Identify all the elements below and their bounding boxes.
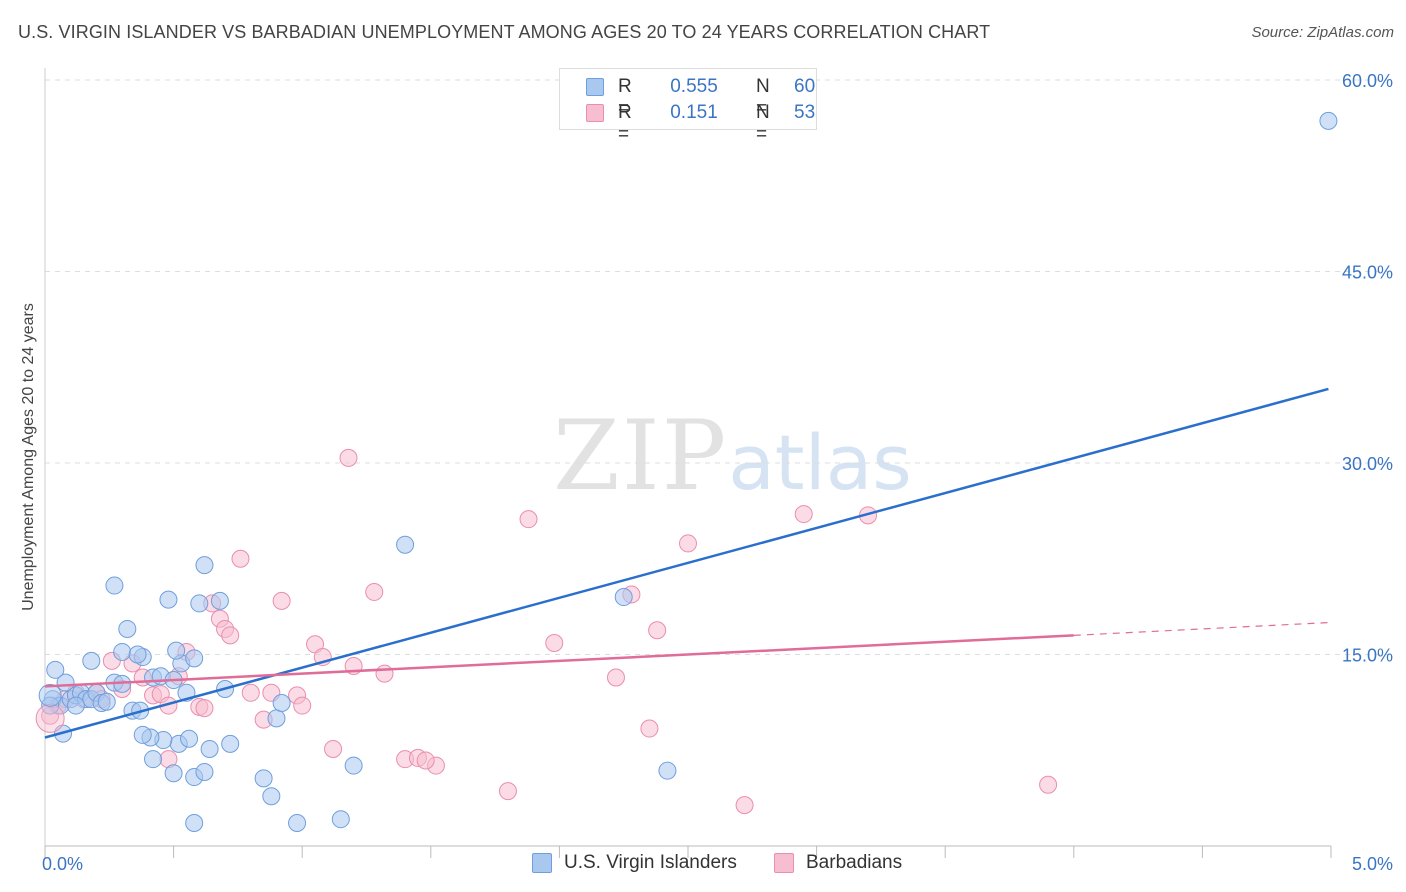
data-point-virgin-islanders	[1319, 111, 1338, 130]
trend-line-barbadians	[44, 634, 1074, 688]
data-point-virgin-islanders	[331, 810, 350, 829]
data-point-barbadians	[648, 621, 667, 640]
data-point-virgin-islanders	[658, 761, 677, 780]
trend-line-virgin-islanders	[44, 387, 1329, 739]
data-point-barbadians	[679, 534, 697, 553]
data-point-barbadians	[35, 703, 65, 733]
data-point-barbadians	[324, 739, 343, 758]
chart-title: U.S. VIRGIN ISLANDER VS BARBADIAN UNEMPL…	[18, 22, 991, 42]
data-point-virgin-islanders	[288, 814, 307, 833]
data-point-virgin-islanders	[159, 590, 178, 609]
y-tick-label: 15.0%	[1342, 646, 1393, 666]
data-point-barbadians	[545, 634, 564, 653]
legend-n-label: N =	[756, 76, 770, 119]
data-point-barbadians	[272, 591, 291, 610]
correlation-legend: R = 0.555 N = 60 R = 0.151 N = 53	[559, 68, 817, 145]
data-point-barbadians	[365, 582, 384, 601]
y-tick-label: 30.0%	[1342, 454, 1393, 474]
x-tick-label: 5.0%	[1352, 854, 1393, 874]
legend-label: U.S. Virgin Islanders	[564, 852, 737, 873]
legend-r-label: R =	[618, 102, 632, 145]
data-point-virgin-islanders	[46, 660, 65, 679]
data-point-barbadians	[231, 549, 250, 568]
legend-n-value: 53	[794, 102, 816, 123]
data-point-barbadians	[640, 719, 659, 738]
data-point-virgin-islanders	[185, 814, 204, 833]
data-point-virgin-islanders	[200, 739, 219, 758]
y-axis-label: Unemployment Among Ages 20 to 24 years	[20, 303, 37, 611]
data-point-virgin-islanders	[272, 694, 291, 713]
legend-r-label: R =	[618, 76, 632, 119]
legend-swatch-pink	[774, 853, 794, 873]
data-point-virgin-islanders	[105, 576, 124, 595]
watermark-zip: ZIP	[553, 400, 729, 512]
data-point-virgin-islanders	[180, 729, 199, 748]
data-point-virgin-islanders	[185, 649, 204, 668]
data-point-barbadians	[221, 626, 240, 645]
data-point-virgin-islanders	[262, 787, 281, 806]
data-point-barbadians	[606, 668, 625, 687]
legend-swatch-pink	[586, 104, 604, 122]
trend-line-barbadians-extension	[1073, 621, 1329, 636]
data-point-barbadians	[293, 696, 312, 715]
data-point-virgin-islanders	[128, 645, 147, 664]
data-point-virgin-islanders	[38, 683, 62, 707]
source-label: Source: ZipAtlas.com	[1251, 24, 1394, 41]
data-point-virgin-islanders	[113, 642, 132, 661]
data-point-virgin-islanders	[254, 769, 273, 788]
data-point-barbadians	[519, 510, 538, 529]
watermark: ZIPatlas	[553, 400, 912, 512]
data-point-barbadians	[195, 699, 214, 718]
data-point-barbadians	[498, 782, 517, 801]
x-tick-label: 0.0%	[42, 854, 83, 874]
data-point-virgin-islanders	[195, 556, 214, 575]
data-point-virgin-islanders	[164, 764, 183, 783]
legend-r-value: 0.555	[670, 76, 718, 97]
legend-swatch-blue	[586, 78, 604, 96]
legend-label: Barbadians	[806, 852, 903, 873]
data-point-virgin-islanders	[167, 641, 186, 660]
data-point-virgin-islanders	[97, 692, 116, 711]
data-point-virgin-islanders	[66, 696, 85, 715]
data-point-virgin-islanders	[190, 594, 209, 613]
data-point-virgin-islanders	[221, 734, 240, 753]
data-point-virgin-islanders	[195, 762, 214, 781]
data-point-barbadians	[375, 664, 394, 683]
data-point-virgin-islanders	[133, 725, 152, 744]
y-axis-label-wrap: Unemployment Among Ages 20 to 24 years	[16, 262, 42, 652]
data-point-barbadians	[794, 505, 813, 524]
data-point-barbadians	[339, 448, 358, 467]
data-point-virgin-islanders	[344, 756, 363, 775]
data-point-virgin-islanders	[82, 651, 101, 670]
legend-swatch-blue	[532, 853, 552, 873]
data-point-virgin-islanders	[210, 591, 229, 610]
data-point-barbadians	[416, 751, 435, 770]
legend-n-label: N =	[756, 102, 770, 145]
data-point-barbadians	[735, 796, 754, 815]
data-point-virgin-islanders	[118, 619, 137, 638]
y-tick-label: 45.0%	[1342, 263, 1393, 283]
legend-r-value: 0.151	[670, 102, 718, 123]
data-point-barbadians	[1039, 775, 1058, 794]
data-point-virgin-islanders	[144, 750, 163, 769]
legend-n-value: 60	[794, 76, 816, 97]
data-point-virgin-islanders	[267, 709, 286, 728]
data-point-barbadians	[241, 683, 260, 702]
data-point-virgin-islanders	[614, 588, 633, 607]
y-tick-label: 60.0%	[1342, 71, 1393, 91]
data-point-virgin-islanders	[396, 535, 415, 554]
